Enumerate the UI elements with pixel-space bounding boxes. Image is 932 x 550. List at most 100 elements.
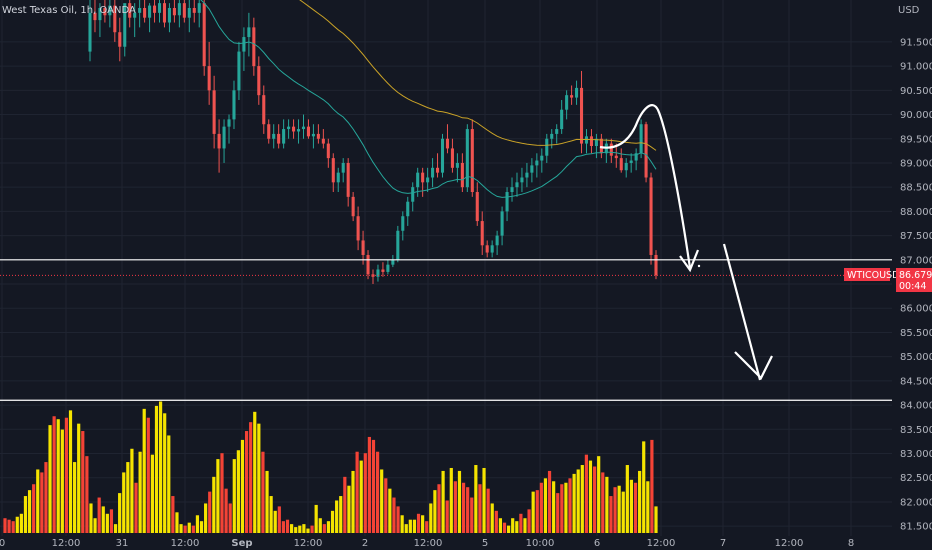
volume-bar [339,496,343,533]
candle-body [157,3,162,13]
axes: 81.500 82.000 82.500 83.000 83.500 84.000 84.5… [0,37,932,549]
x-tick-label: 12:00 [294,538,323,549]
volume-bar [474,465,478,533]
candle-body [490,245,494,253]
candle-body [222,126,226,149]
volume-bar [535,490,539,533]
volume-bar [588,460,593,533]
volume-bar [269,496,273,533]
volume-bar [650,439,654,533]
y-tick-label: 91.000 [900,62,932,73]
volume-bar [502,522,507,533]
volume-bar [23,496,28,533]
volume-bar [347,485,351,533]
candle-body [336,172,340,183]
x-tick-label: 31 [116,538,129,549]
volume-bar [498,518,503,533]
volume-bar [163,413,167,533]
candle-body [391,259,395,265]
volume-bar [654,506,658,533]
volume-bar [437,484,441,533]
volume-bar [335,500,339,533]
candle-body [93,12,97,21]
volume-bar [482,467,486,533]
candle-body [485,245,489,253]
volume-bar [44,462,48,533]
volume-bar [515,521,519,533]
candle-body [629,160,633,163]
volume-bar [494,510,498,533]
volume-bar [396,506,400,533]
candle-body [311,133,315,137]
volume-bar [314,504,318,533]
x-tick-label: 7 [720,538,726,549]
volume-bar [134,482,138,533]
candle-body [162,3,167,23]
volume-bar [19,513,23,533]
volume-bar [441,470,445,533]
volume-bar [32,484,36,533]
candle-body [138,8,142,13]
candle-body [143,8,147,18]
volume-bar [306,528,310,533]
volume-bar [261,451,265,533]
ema-fast-line [200,0,657,198]
volume-bar [412,519,417,533]
volume-bar [142,408,146,533]
x-tick-label: 12:00 [775,538,804,549]
candle-body [386,264,390,272]
volume-bar [105,513,109,533]
volume-bar [285,519,290,533]
candle-body [495,235,499,246]
candle-body [505,192,509,212]
candle-body [212,90,216,134]
volume-bar [122,472,126,533]
candle-body [570,95,574,98]
volume-bar [408,519,412,533]
y-tick-label: 81.500 [900,522,932,533]
y-tick-label: 91.500 [900,37,932,48]
volume-bar [232,459,236,533]
volume-bar [580,465,584,533]
volume-bar [195,515,200,533]
candle-body [167,8,171,23]
y-tick-label: 87.000 [900,255,932,266]
candle-body [247,27,251,38]
candle-body [331,158,335,183]
moving-averages [200,0,657,198]
volume-bar [421,515,425,533]
candle-body [510,187,514,193]
volume-bar [601,472,605,533]
candle-body [445,138,450,149]
volume-bar [208,491,212,533]
volume-bar [318,518,322,533]
volume-bar [273,510,277,533]
y-tick-label: 82.000 [900,497,932,508]
volume-bar [212,476,216,533]
volume-bar [457,470,462,533]
volume-bar [429,503,433,533]
volume-bar [89,503,93,533]
candle-body [361,240,365,255]
candle-body [584,136,589,144]
volume-bar [568,478,572,533]
volume-bar [527,509,531,533]
volume-bar [363,453,367,533]
volume-bar [85,456,89,533]
volume-bar [191,525,195,533]
candle-body [321,138,325,144]
volume-bar [224,488,228,533]
y-tick-label: 89.000 [900,158,932,169]
volume-bar [130,448,134,533]
volume-bar [77,423,81,533]
volume-bar [118,493,122,533]
volume-bar [609,496,613,533]
candle-body [282,129,286,144]
x-tick-label: 12:00 [171,538,200,549]
volume-bar [175,512,179,533]
volume-bar [277,506,281,533]
volume-bar [621,491,625,533]
volume-bar [523,518,527,533]
volume-bar [519,513,523,533]
